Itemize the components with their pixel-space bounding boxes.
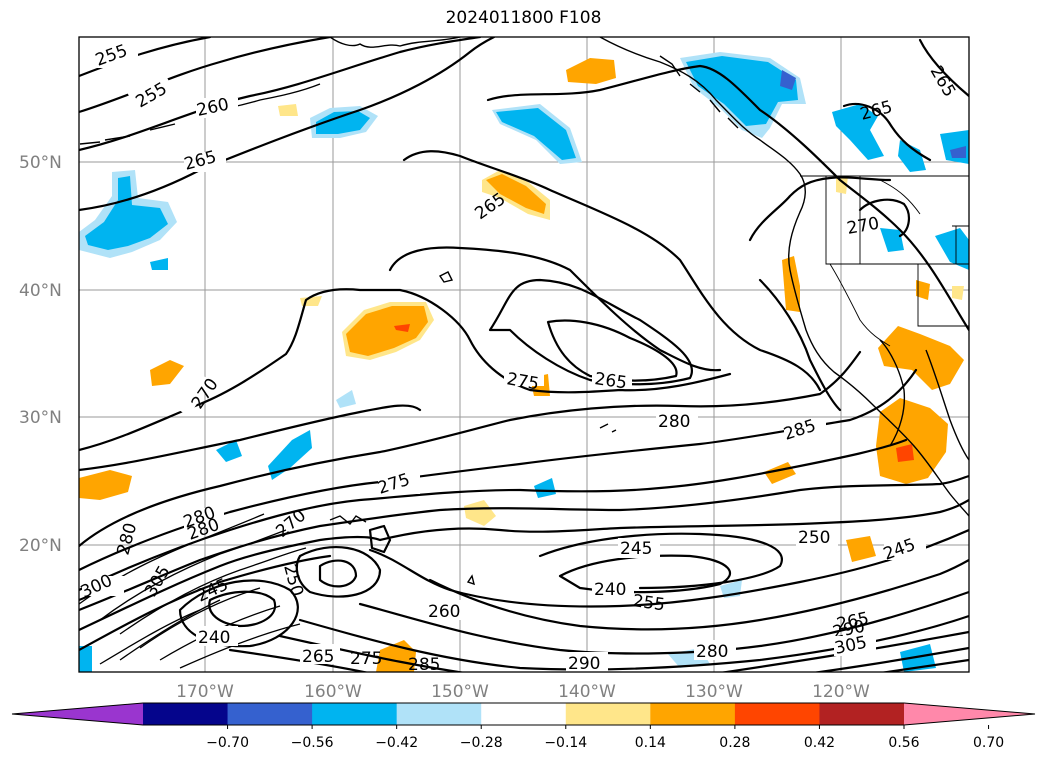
colorbar-tick-label: 0.56 xyxy=(888,735,919,751)
colorbar-tick-label: 0.14 xyxy=(635,735,666,751)
colorbar-tick-label: −0.56 xyxy=(291,735,334,751)
colorbar-extend-right xyxy=(904,703,1035,725)
contour-label: 245 xyxy=(620,539,652,559)
colorbar-tick-label: 0.42 xyxy=(804,735,835,751)
contour-label: 250 xyxy=(798,528,830,548)
map-title: 2024011800 F108 xyxy=(445,8,602,28)
colorbar-outline xyxy=(11,702,1036,726)
lat-label: 50°N xyxy=(19,153,62,173)
colorbar-tick-label: −0.14 xyxy=(544,735,587,751)
map-frame xyxy=(78,36,970,673)
colorbar-segment xyxy=(312,703,398,725)
lat-label: 30°N xyxy=(19,408,62,428)
lon-label: 130°W xyxy=(685,682,743,702)
lat-label: 20°N xyxy=(19,536,62,556)
colorbar-segment xyxy=(396,703,482,725)
colorbar-segment xyxy=(819,703,905,725)
contour-label: 290 xyxy=(568,654,600,674)
colorbar: −0.70 −0.56 −0.42 −0.28 −0.14 0.14 0.28 0.42 0.5… xyxy=(11,702,1036,751)
colorbar-segment xyxy=(143,703,229,725)
contour-label: 260 xyxy=(428,602,460,622)
colorbar-tick-label: −0.42 xyxy=(375,735,418,751)
lon-label: 140°W xyxy=(558,682,616,702)
map-plot-area: 255 255 260 265 265 265 265 270 270 275 … xyxy=(79,37,969,675)
contour-label: 265 xyxy=(593,369,628,393)
colorbar-segment xyxy=(565,703,651,725)
lon-label: 120°W xyxy=(812,682,870,702)
contour-label: 240 xyxy=(594,580,626,600)
latitude-labels: 50°N 40°N 30°N 20°N xyxy=(19,153,62,556)
contour-label: 265 xyxy=(302,647,334,667)
colorbar-segment xyxy=(227,703,313,725)
contour-label: 255 xyxy=(631,591,666,615)
colorbar-segment xyxy=(481,703,567,725)
longitude-labels: 170°W 160°W 150°W 140°W 130°W 120°W xyxy=(176,682,870,702)
colorbar-segment xyxy=(734,703,820,725)
lon-label: 150°W xyxy=(431,682,489,702)
lat-label: 40°N xyxy=(19,281,62,301)
coastlines xyxy=(79,37,969,586)
contour-label: 285 xyxy=(408,655,440,675)
colorbar-segment xyxy=(650,703,736,725)
contour-label: 240 xyxy=(198,628,230,648)
colorbar-tick-label: −0.28 xyxy=(460,735,503,751)
contour-label: 280 xyxy=(696,642,728,662)
contour-label: 275 xyxy=(350,649,382,669)
lon-label: 170°W xyxy=(176,682,234,702)
colorbar-tick-label: 0.70 xyxy=(973,735,1004,751)
positive-shading xyxy=(79,58,964,672)
colorbar-tick-label: −0.70 xyxy=(206,735,249,751)
lon-label: 160°W xyxy=(304,682,362,702)
contour-label: 280 xyxy=(658,412,690,432)
colorbar-extend-left xyxy=(12,703,143,725)
colorbar-tick-label: 0.28 xyxy=(719,735,750,751)
